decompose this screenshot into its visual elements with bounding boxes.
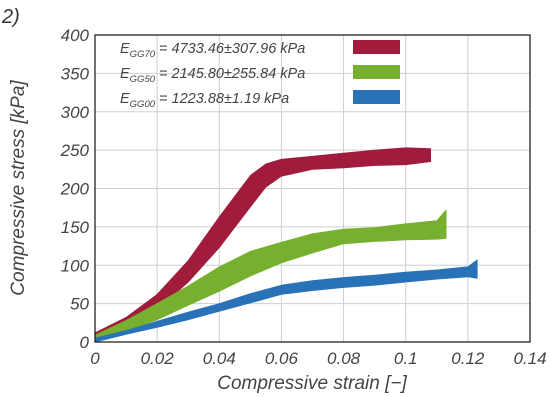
y-tick-label: 0 (80, 333, 90, 352)
series-band-gg00 (94, 259, 478, 343)
y-axis-title: Compressive stress [kPa] (8, 80, 29, 296)
legend-label-gg50: EGG50 = 2145.80±255.84 kPa (120, 66, 305, 85)
panel-label: 2) (1, 6, 20, 28)
plot-frame (94, 34, 531, 343)
legend-label-gg00: EGG00 = 1223.88±1.19 kPa (120, 91, 289, 110)
y-tick-labels: 0 50 100 150 200 250 300 350 400 (60, 26, 90, 352)
legend: EGG70 = 4733.46±307.96 kPa EGG50 = 2145.8… (120, 40, 400, 110)
legend-swatch-gg70 (353, 40, 400, 54)
x-tick-label: 0.02 (141, 349, 175, 368)
x-tick-labels: 0 0.02 0.04 0.06 0.08 0.1 0.12 0.14 (90, 349, 546, 368)
series-band-gg50 (94, 209, 447, 341)
x-tick-label: 0.06 (265, 349, 299, 368)
series-layer (94, 147, 478, 343)
x-axis-title: Compressive strain [−] (217, 373, 407, 394)
x-tick-label: 0.12 (451, 349, 485, 368)
y-tick-label: 250 (60, 141, 90, 160)
y-tick-label: 300 (61, 103, 90, 122)
x-tick-label: 0.04 (203, 349, 236, 368)
y-tick-label: 100 (61, 256, 90, 275)
x-tick-label: 0.1 (394, 349, 418, 368)
legend-swatch-gg50 (353, 65, 400, 79)
y-tick-label: 400 (61, 26, 90, 45)
y-tick-label: 350 (61, 64, 90, 83)
y-tick-label: 200 (60, 180, 90, 199)
legend-label-gg70: EGG70 = 4733.46±307.96 kPa (120, 41, 305, 60)
x-tick-label: 0 (90, 349, 100, 368)
y-tick-label: 50 (70, 295, 89, 314)
y-tick-label: 150 (61, 218, 90, 237)
legend-swatch-gg00 (353, 90, 400, 104)
x-tick-label: 0.14 (513, 349, 546, 368)
x-tick-label: 0.08 (327, 349, 361, 368)
